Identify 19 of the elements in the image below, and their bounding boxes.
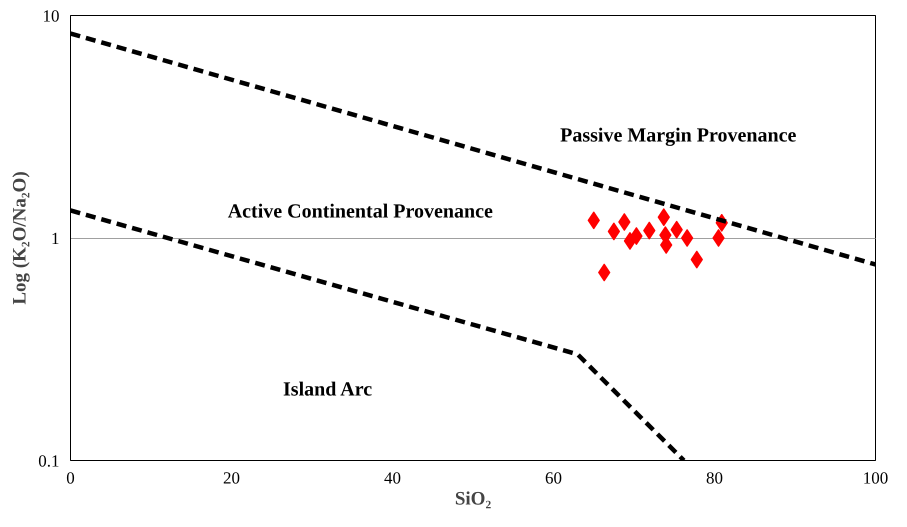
x-tick-label: 60 xyxy=(545,468,562,488)
x-tick-label: 80 xyxy=(706,468,723,488)
point xyxy=(630,227,643,246)
y-tick-label: 0.1 xyxy=(38,452,60,470)
x-tick-label: 20 xyxy=(223,468,240,488)
point xyxy=(608,222,620,240)
x-axis-title: SiO₂ xyxy=(454,488,492,510)
point xyxy=(618,213,631,232)
y-tick-label: 10 xyxy=(42,6,60,26)
x-tick-label: 100 xyxy=(862,468,888,488)
y-axis-title: Log (K₂O/Na₂O) xyxy=(9,171,30,305)
annotation: Passive Margin Provenance xyxy=(560,124,797,147)
annotation: Island Arc xyxy=(282,378,372,400)
y-tick-label: 1 xyxy=(51,229,60,248)
x-tick-label: 0 xyxy=(66,468,75,488)
annotation: Active Continental Provenance xyxy=(228,200,493,222)
x-tick-label: 40 xyxy=(384,468,401,488)
point xyxy=(680,229,694,247)
point xyxy=(712,229,725,247)
